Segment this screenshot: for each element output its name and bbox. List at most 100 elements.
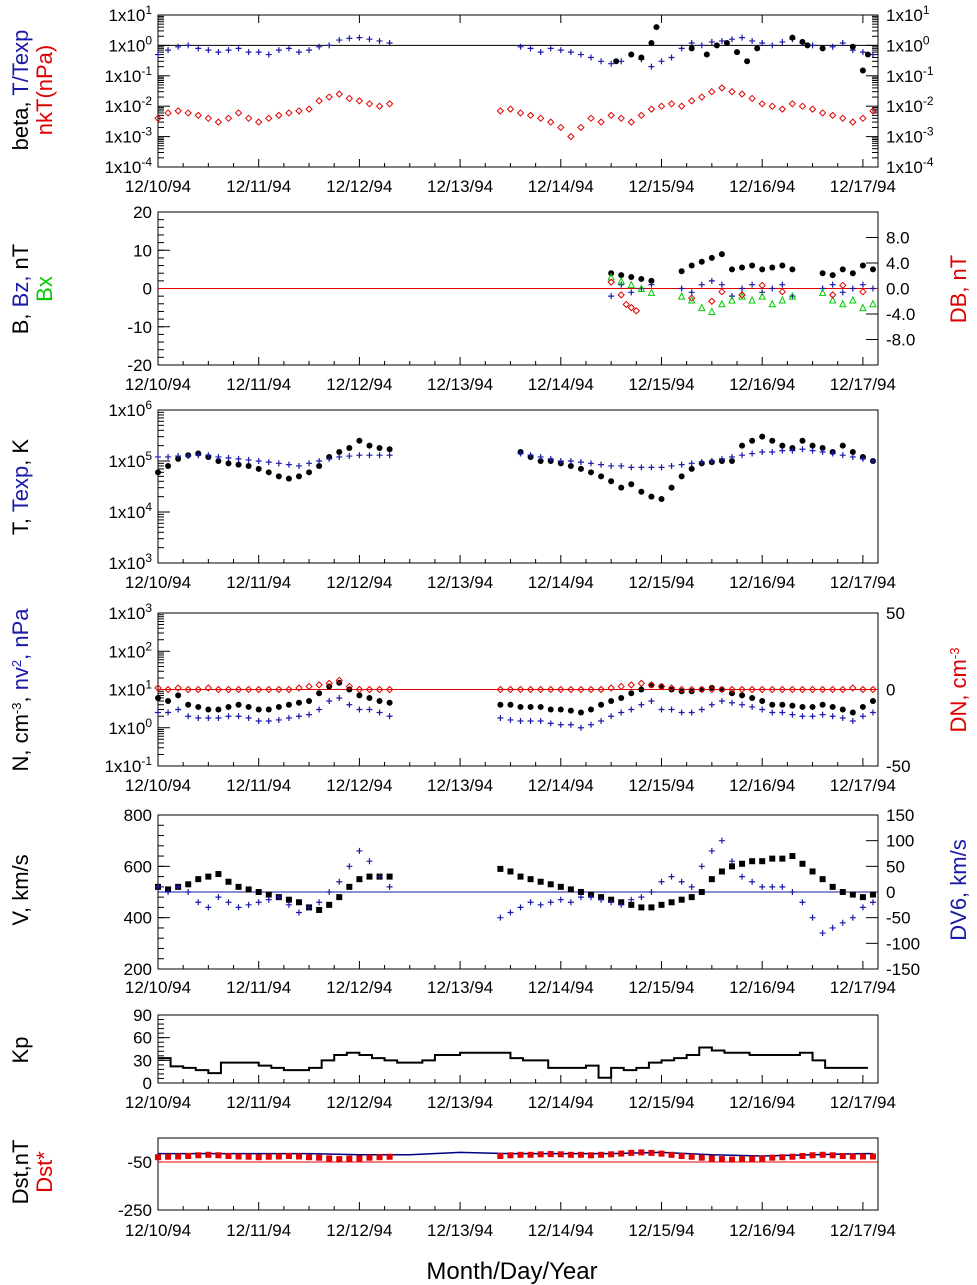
data-point xyxy=(638,488,645,495)
data-point xyxy=(255,458,262,464)
data-point xyxy=(567,462,574,469)
data-point xyxy=(547,881,554,888)
data-point xyxy=(627,303,635,312)
data-point xyxy=(869,266,876,273)
data-point xyxy=(245,1153,252,1160)
data-point xyxy=(799,1153,806,1159)
data-point xyxy=(618,694,625,701)
data-point xyxy=(648,464,655,471)
data-point xyxy=(728,863,735,870)
data-point xyxy=(839,114,847,123)
y-tick-label: -20 xyxy=(127,356,152,375)
data-point xyxy=(799,860,806,867)
data-point xyxy=(864,51,871,58)
y-label-part: , K xyxy=(8,439,33,466)
data-point xyxy=(588,1152,595,1159)
x-tick-label: 12/12/94 xyxy=(326,776,392,795)
y-label-line: Dst* xyxy=(32,1151,57,1193)
data-point xyxy=(165,889,172,895)
data-point xyxy=(734,49,741,56)
data-point xyxy=(738,291,746,299)
data-point xyxy=(708,1155,715,1162)
data-point xyxy=(255,49,262,56)
data-point xyxy=(828,295,837,304)
data-point xyxy=(758,100,766,108)
data-point xyxy=(688,39,695,46)
data-point xyxy=(376,444,383,451)
data-point xyxy=(788,100,797,108)
y-axis-label: beta, T/Texp nkT(nPa) xyxy=(8,30,57,151)
data-point xyxy=(285,714,292,721)
data-point xyxy=(688,688,695,695)
data-point xyxy=(557,47,564,54)
y-axis-label: V, km/s xyxy=(8,854,33,925)
data-point xyxy=(385,685,394,694)
data-point xyxy=(205,47,212,54)
data-point xyxy=(336,449,343,456)
data-point xyxy=(225,703,232,710)
data-point xyxy=(497,701,504,708)
data-point xyxy=(653,24,660,31)
y-right-tick-label: 150 xyxy=(886,806,914,825)
data-point xyxy=(647,105,656,113)
data-point xyxy=(798,685,807,694)
data-point xyxy=(235,455,242,462)
y-axis-label: Dst,nT Dst* xyxy=(8,1140,57,1205)
data-point xyxy=(326,889,333,895)
data-point xyxy=(838,299,847,308)
data-point xyxy=(567,899,574,906)
y-label-part: T, xyxy=(8,512,33,535)
data-point xyxy=(859,455,866,462)
data-point xyxy=(819,1151,826,1158)
y-tick-label: 1x103 xyxy=(108,551,152,573)
x-tick-label: 12/15/94 xyxy=(628,1093,694,1112)
data-point xyxy=(789,266,796,273)
data-point xyxy=(607,111,615,120)
data-point xyxy=(365,100,374,108)
data-point xyxy=(175,43,182,50)
data-point xyxy=(265,459,272,466)
data-point xyxy=(778,287,787,296)
data-point xyxy=(648,1149,655,1156)
data-point xyxy=(255,899,262,906)
data-point xyxy=(194,111,202,120)
data-point xyxy=(748,295,756,304)
y-label-part: Bx xyxy=(32,276,57,302)
data-point xyxy=(527,899,534,906)
data-point xyxy=(557,883,564,890)
data-point xyxy=(708,38,715,45)
data-point xyxy=(818,109,827,117)
data-point xyxy=(577,123,585,132)
data-point xyxy=(769,449,776,456)
data-point xyxy=(215,458,222,464)
data-point xyxy=(336,453,343,460)
data-point xyxy=(678,1153,685,1159)
data-point xyxy=(315,681,323,689)
series-N xyxy=(155,679,876,716)
data-point xyxy=(799,446,806,453)
y-label-line: B, Bz, nT xyxy=(8,244,33,335)
data-point xyxy=(306,698,313,705)
data-point xyxy=(356,452,363,459)
data-point xyxy=(185,42,192,49)
data-point xyxy=(275,1153,282,1160)
y-label-part: nkT(nPa) xyxy=(32,45,57,135)
data-point xyxy=(718,686,725,693)
data-point xyxy=(306,47,313,54)
x-tick-label: 12/12/94 xyxy=(326,1093,392,1112)
data-point xyxy=(869,285,876,292)
data-point xyxy=(688,1153,695,1160)
data-point xyxy=(723,39,730,46)
data-point xyxy=(779,442,786,449)
y-tick-label: 90 xyxy=(133,1006,152,1025)
data-point xyxy=(547,118,555,126)
data-point xyxy=(235,461,242,468)
y-label-part: Bz, xyxy=(8,269,33,307)
data-point xyxy=(577,51,584,58)
y-right-tick-label: -4.0 xyxy=(886,305,915,324)
data-point xyxy=(165,698,172,705)
x-tick-label: 12/14/94 xyxy=(528,375,594,394)
x-tick-label: 12/13/94 xyxy=(427,776,493,795)
data-point xyxy=(859,287,867,296)
data-point xyxy=(638,275,645,282)
